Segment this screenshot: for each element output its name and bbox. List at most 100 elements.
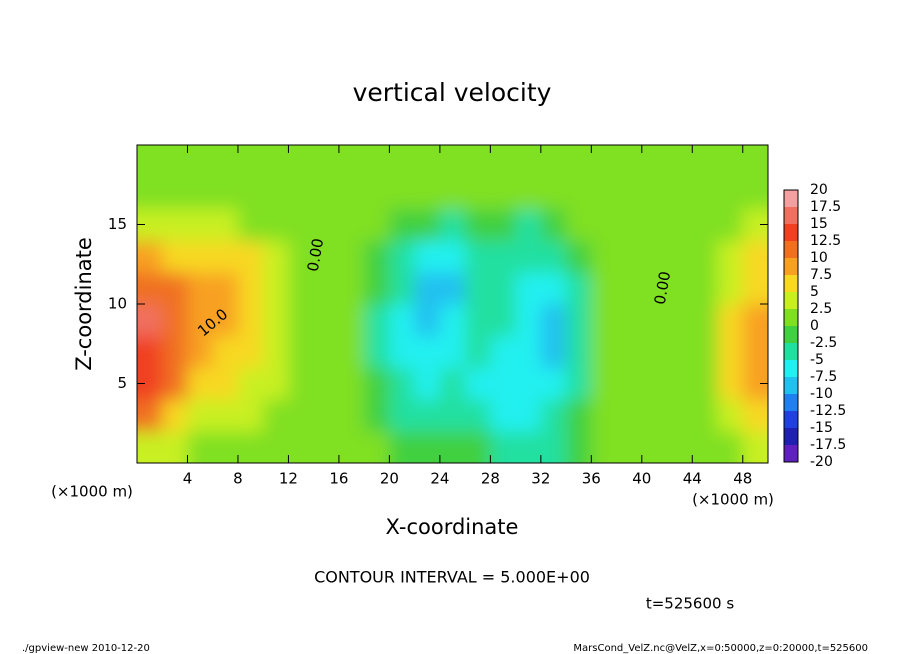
- field-cell: [414, 304, 441, 337]
- x-tick-label: 44: [683, 470, 702, 488]
- field-cell: [616, 304, 643, 337]
- field-cell: [591, 208, 618, 241]
- field-cell: [137, 399, 163, 432]
- field-cell: [641, 145, 668, 178]
- field-cell: [364, 335, 390, 369]
- field-cell: [439, 399, 466, 432]
- field: [137, 145, 768, 463]
- field-cell: [162, 399, 188, 432]
- field-cell: [288, 176, 315, 210]
- field-cell: [237, 208, 264, 241]
- field-cell: [137, 272, 163, 305]
- colorbar-label: -17.5: [810, 437, 846, 453]
- field-cell: [263, 335, 289, 369]
- field-cell: [414, 176, 441, 210]
- field-cell: [717, 145, 744, 178]
- field-cell: [515, 176, 542, 210]
- field-cell: [389, 240, 416, 273]
- field-cell: [490, 399, 517, 432]
- field-cell: [338, 399, 365, 432]
- field-cell: [566, 176, 592, 210]
- field-cell: [465, 304, 491, 337]
- field-cell: [338, 272, 365, 305]
- field-cell: [717, 176, 744, 210]
- colorbar-band: [784, 241, 798, 258]
- field-cell: [313, 399, 340, 432]
- field-cell: [187, 431, 214, 463]
- colorbar-band: [784, 292, 798, 309]
- field-cell: [667, 335, 693, 369]
- field-cell: [338, 367, 365, 400]
- field-cell: [389, 399, 416, 432]
- field-cell: [616, 431, 643, 463]
- field-cell: [591, 367, 618, 400]
- field-cell: [540, 431, 567, 463]
- field-cell: [389, 145, 416, 178]
- field-cell: [490, 272, 517, 305]
- field-cell: [667, 272, 693, 305]
- colorbar-band: [784, 377, 798, 394]
- field-cell: [364, 176, 390, 210]
- field-cell: [717, 399, 744, 432]
- field-cell: [641, 399, 668, 432]
- field-cell: [439, 304, 466, 337]
- field-cell: [515, 240, 542, 273]
- field-cell: [717, 208, 744, 241]
- field-cell: [515, 304, 542, 337]
- field-cell: [313, 240, 340, 273]
- field-cell: [237, 431, 264, 463]
- field-cell: [591, 240, 618, 273]
- field-cell: [414, 240, 441, 273]
- colorbar-label: -2.5: [810, 335, 837, 351]
- field-cell: [616, 145, 643, 178]
- field-cell: [237, 335, 264, 369]
- field-cell: [566, 145, 592, 178]
- field-cell: [465, 208, 491, 241]
- field-cell: [313, 367, 340, 400]
- colorbar-label: 15: [810, 216, 828, 232]
- x-tick-label: 16: [329, 470, 348, 488]
- footer-left: ./gpview-new 2010-12-20: [22, 643, 150, 654]
- colorbar-band: [784, 207, 798, 224]
- colorbar-label: 7.5: [810, 267, 832, 283]
- field-cell: [364, 272, 390, 305]
- field-cell: [439, 176, 466, 210]
- field-cell: [187, 304, 214, 337]
- field-cell: [389, 335, 416, 369]
- field-cell: [162, 208, 188, 241]
- field-cell: [263, 240, 289, 273]
- chart-title: vertical velocity: [353, 78, 552, 107]
- field-cell: [187, 176, 214, 210]
- field-cell: [389, 431, 416, 463]
- field-cell: [692, 335, 719, 369]
- field-cell: [566, 431, 592, 463]
- colorbar-band: [784, 394, 798, 411]
- field-cell: [616, 335, 643, 369]
- field-cell: [616, 399, 643, 432]
- field-cell: [137, 145, 163, 178]
- field-cell: [667, 208, 693, 241]
- field-cell: [490, 335, 517, 369]
- colorbar-label: 20: [810, 182, 828, 198]
- field-cell: [338, 240, 365, 273]
- field-cell: [540, 304, 567, 337]
- field-cell: [162, 176, 188, 210]
- field-cell: [540, 208, 567, 241]
- y-tick-label: 15: [108, 215, 127, 233]
- field-cell: [162, 240, 188, 273]
- x-tick-label: 32: [531, 470, 550, 488]
- field-cell: [490, 208, 517, 241]
- field-cell: [414, 208, 441, 241]
- field-cell: [692, 431, 719, 463]
- field-cell: [641, 431, 668, 463]
- field-cell: [540, 399, 567, 432]
- field-cell: [187, 272, 214, 305]
- colorbar-label: 0: [810, 318, 819, 334]
- field-cell: [288, 304, 315, 337]
- field-cell: [338, 145, 365, 178]
- field-cell: [237, 176, 264, 210]
- field-cell: [187, 240, 214, 273]
- x-tick-label: 48: [733, 470, 752, 488]
- field-cell: [439, 431, 466, 463]
